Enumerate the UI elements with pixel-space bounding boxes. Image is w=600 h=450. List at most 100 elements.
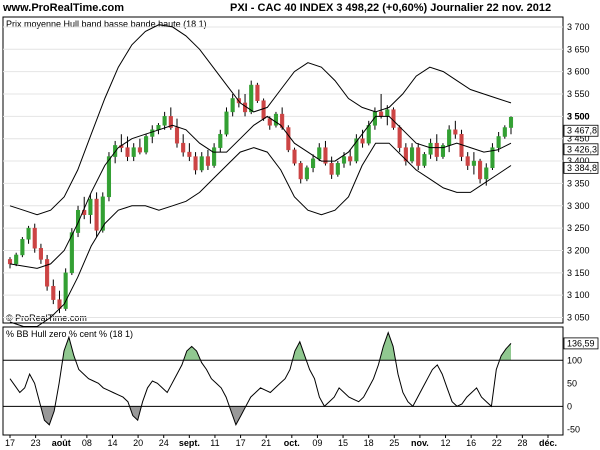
candle-body [508,116,514,128]
y-tick-label: 0 [567,401,572,411]
x-tick-label: 25 [389,438,399,448]
candle-body [434,142,439,157]
candle-body [273,113,279,126]
candle-body [348,156,353,162]
candle-body [125,147,130,157]
value-marker-box [563,124,599,137]
x-tick-label: 09 [312,438,322,448]
value-marker-label: 3 426,3 [567,144,597,154]
candle-body [51,285,56,300]
band-line [9,142,512,327]
candle-body [304,167,309,180]
candle-body [496,136,501,148]
candle-body [63,272,68,309]
candle-body [150,129,155,137]
candle-body [391,109,396,128]
oversold-fill [10,406,511,425]
x-axis: 17 23 août 08 14 20 24 sept. 11 17 21 oct. 09 15 18 25 n… [5,435,557,448]
candle-body [267,118,272,126]
y-tick-label: 3 150 [567,268,590,278]
candle-body [162,116,167,126]
x-tick-label: 15 [338,438,348,448]
value-marker-box [563,337,599,350]
x-tick-label: 16 [466,438,476,448]
candle-body [193,156,198,171]
x-tick-label: oct. [284,438,300,448]
candle-body [440,145,446,157]
x-tick-label: 28 [517,438,527,448]
y-tick-label: 3 300 [567,201,590,211]
x-tick-label: 23 [31,438,41,448]
candle-body [14,254,19,265]
candle-body [144,136,149,153]
y-tick-label: 3 050 [567,313,590,323]
indicator-plot: -50 0 50 100 136,59 [3,331,599,434]
candle-body [292,149,297,164]
candle-body [261,100,266,119]
candle-body [255,84,260,101]
y-tick-label: 3 650 [567,44,590,54]
y-tick-label: 3 700 [567,22,590,32]
candle-body [230,98,235,113]
candle-body [484,167,489,180]
candle-body [478,160,483,180]
candle-body [502,127,507,137]
candle-body [38,247,43,260]
x-tick-label: 21 [261,438,271,448]
y-tick-label: 3 600 [567,67,590,77]
candle-body [490,147,495,169]
candle-body [323,147,328,164]
x-tick-label: 18 [364,438,374,448]
candle-body [471,160,476,166]
candle-body [26,227,31,240]
value-marker-label: 3 467,8 [567,126,597,136]
bottom-panel-label: % BB Hull zero % cent % (18 1) [6,329,133,339]
top-panel-label: Prix moyenne Hull band basse bande haute… [6,19,207,29]
x-tick-label: nov. [411,438,429,448]
y-tick-label: -50 [567,424,580,434]
y-tick-label: 3 350 [567,178,590,188]
indicator-line [9,331,512,427]
y-tick-label: 50 [567,378,577,388]
x-tick-label: déc. [539,438,557,448]
y-tick-label: 3 400 [567,156,590,166]
value-marker-box [563,161,599,174]
candle-body [447,129,452,146]
x-tick-label: 08 [82,438,92,448]
candle-body [137,147,142,153]
x-tick-label: août [52,438,71,448]
y-tick-label: 3 450 [567,134,590,144]
candle-body [354,138,359,162]
candle-body [181,142,186,153]
value-marker-box [563,143,599,156]
candle-body [69,232,74,274]
candle-body [298,163,303,180]
candle-body [403,147,408,162]
candle-body [106,156,112,198]
candle-body [45,259,50,287]
candle-body [409,147,415,162]
value-marker-label: 3 500 [567,111,590,121]
candle-body [249,84,254,113]
y-tick-label: 3 250 [567,223,590,233]
x-tick-label: 11 [210,438,219,448]
candle-body [360,138,365,144]
x-tick-label: 14 [107,438,117,448]
y-tick-label: 3 500 [567,111,590,121]
y-tick-label: 3 550 [567,89,590,99]
candle-body [20,239,25,256]
candle-body [341,156,347,164]
candle-body [218,133,223,148]
value-marker-label: 136,59 [567,338,595,348]
candle-body [75,209,81,233]
y-tick-label: 3 100 [567,290,590,300]
y-tick-label: 3 200 [567,245,590,255]
price-plot: 3 050 3 100 3 150 3 200 3 250 3 300 3 350 3 400… [3,22,599,327]
candle-body [88,198,93,215]
candle-body [416,147,421,166]
x-tick-label: 20 [133,438,143,448]
candle-body [329,163,334,175]
candle-body [94,198,99,231]
candle-body [453,129,458,135]
candle-body [397,127,402,148]
